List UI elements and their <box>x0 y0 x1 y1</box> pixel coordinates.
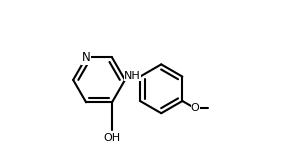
Text: O: O <box>191 103 200 113</box>
Text: OH: OH <box>103 133 121 143</box>
Text: N: N <box>82 51 91 64</box>
Text: NH: NH <box>124 71 141 81</box>
